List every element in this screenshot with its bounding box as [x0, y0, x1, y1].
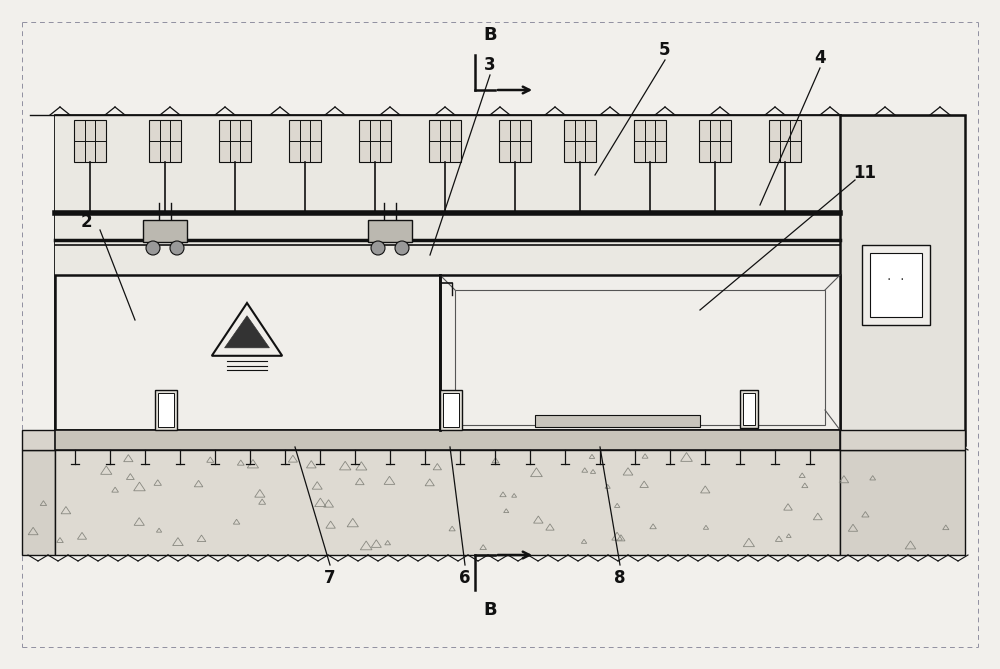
- Bar: [155, 390, 177, 430]
- Bar: [455, 290, 825, 425]
- Bar: [870, 253, 922, 317]
- Text: 2: 2: [80, 213, 92, 231]
- Bar: [429, 120, 461, 162]
- Bar: [55, 450, 840, 555]
- Bar: [862, 245, 930, 325]
- Circle shape: [170, 241, 184, 255]
- Bar: [368, 220, 412, 242]
- Bar: [55, 115, 840, 275]
- Circle shape: [395, 241, 409, 255]
- Text: B: B: [483, 601, 497, 619]
- Bar: [143, 220, 187, 242]
- Bar: [219, 120, 251, 162]
- Bar: [699, 120, 731, 162]
- Bar: [743, 393, 755, 425]
- Circle shape: [371, 241, 385, 255]
- Bar: [158, 393, 174, 427]
- Bar: [840, 450, 965, 555]
- Text: 11: 11: [854, 164, 876, 182]
- Bar: [740, 390, 758, 428]
- Text: B: B: [483, 26, 497, 44]
- Bar: [74, 120, 106, 162]
- Bar: [769, 120, 801, 162]
- Text: 8: 8: [614, 569, 626, 587]
- Bar: [440, 275, 840, 430]
- Bar: [22, 450, 55, 555]
- Text: 7: 7: [324, 569, 336, 587]
- Bar: [564, 120, 596, 162]
- Bar: [535, 415, 700, 427]
- Bar: [55, 275, 440, 430]
- Bar: [840, 115, 965, 445]
- Text: 3: 3: [484, 56, 496, 74]
- Bar: [55, 115, 840, 445]
- Text: 4: 4: [814, 49, 826, 67]
- Polygon shape: [225, 316, 269, 348]
- Text: 5: 5: [659, 41, 671, 59]
- Bar: [22, 430, 55, 450]
- Bar: [440, 390, 462, 430]
- Bar: [499, 120, 531, 162]
- Circle shape: [146, 241, 160, 255]
- Text: ·  ·: · ·: [887, 273, 905, 287]
- Bar: [443, 393, 459, 427]
- Bar: [289, 120, 321, 162]
- Bar: [55, 430, 840, 450]
- Bar: [634, 120, 666, 162]
- Bar: [149, 120, 181, 162]
- Bar: [840, 430, 965, 450]
- Text: 6: 6: [459, 569, 471, 587]
- Bar: [359, 120, 391, 162]
